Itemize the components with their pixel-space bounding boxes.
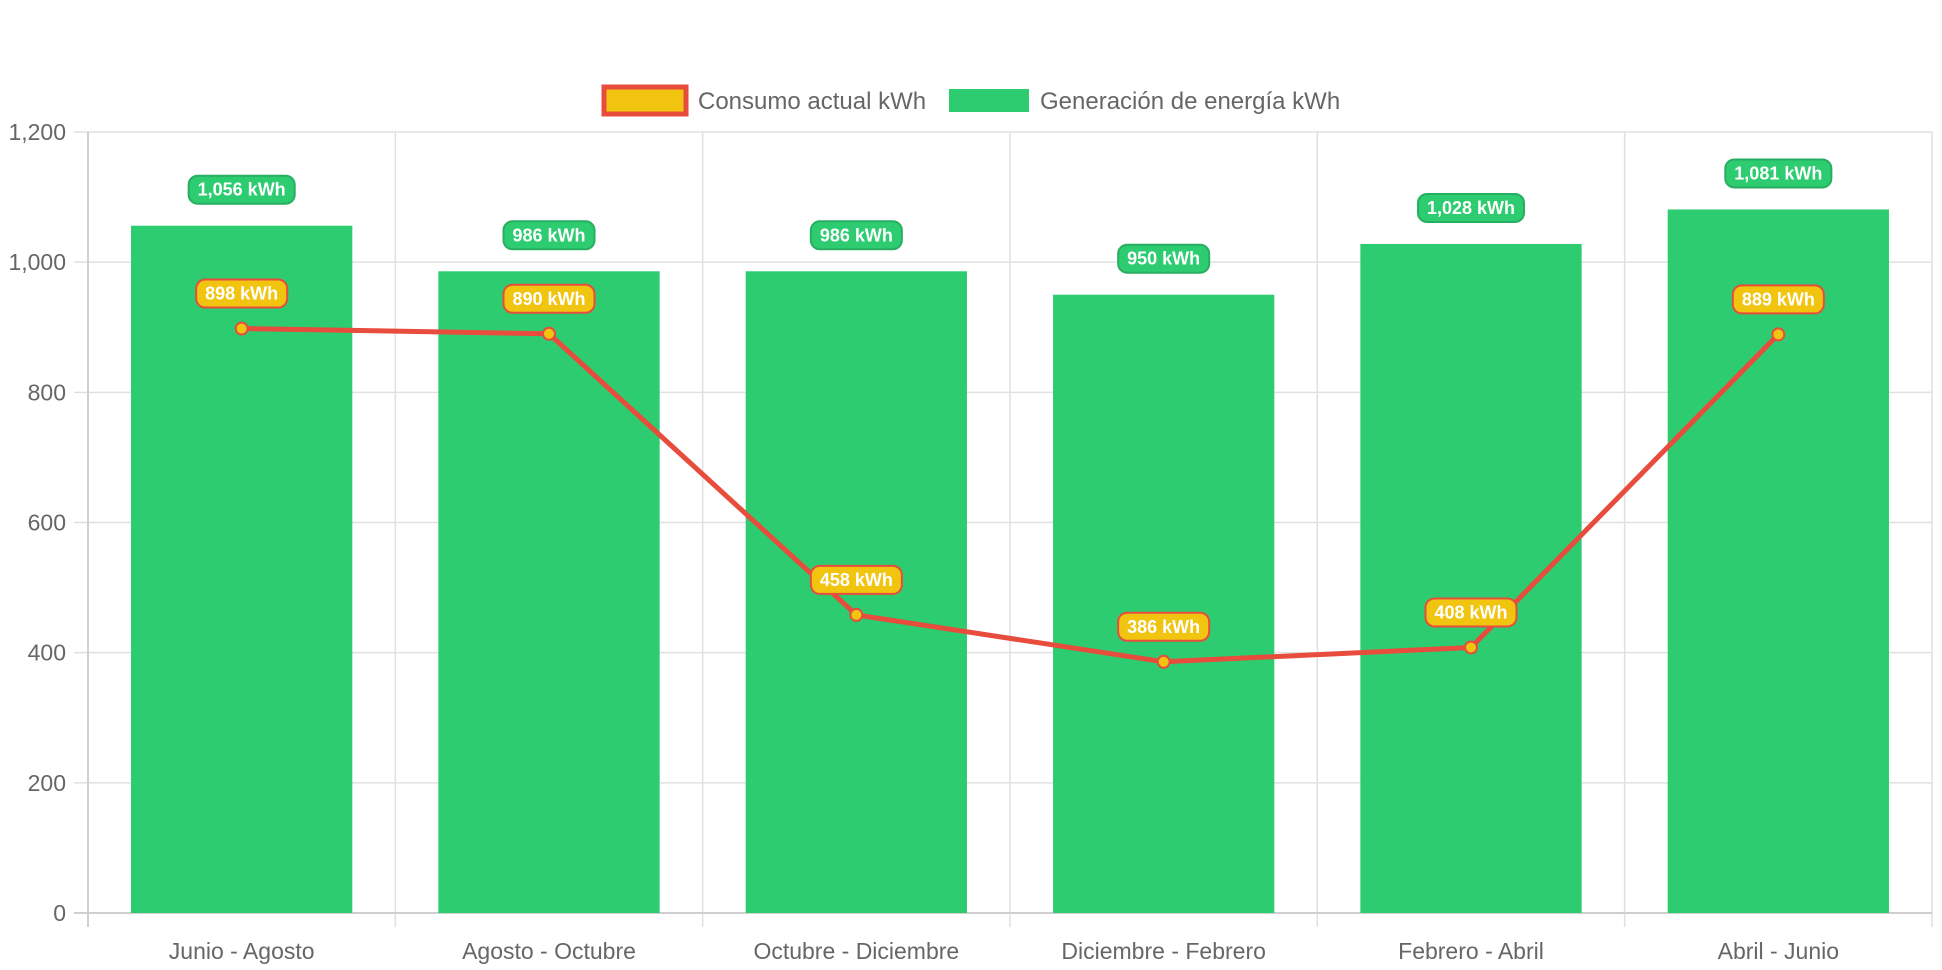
y-tick-label: 400 [28, 640, 66, 666]
bar-value-label-bg [809, 220, 903, 251]
line-value-label: 889 kWh [1731, 284, 1825, 315]
line-value-label-bg [1117, 611, 1211, 642]
consumo-line-path [241, 326, 1781, 665]
line-value-label: 458 kWh [809, 564, 903, 595]
legend-swatch-generacion [949, 89, 1029, 112]
bar-labels: 1,056 kWh 986 kWh 986 kWh 950 kWh 1,028 kWh 1… [187, 158, 1833, 274]
bar [131, 225, 353, 914]
bar-value-label: 986 kWh [809, 220, 903, 251]
bar-value-label: 1,056 kWh [187, 174, 296, 205]
bar-value-label-text: 1,081 kWh [1734, 163, 1822, 183]
bar [1360, 243, 1582, 913]
x-axis: Junio - Agosto Agosto - Octubre Octubre - … [169, 938, 1839, 964]
bar-value-label: 1,081 kWh [1724, 158, 1833, 189]
legend-label-generacion: Generación de energía kWh [1040, 88, 1340, 115]
bar-value-label-text: 1,028 kWh [1427, 198, 1515, 218]
y-tick-label: 200 [28, 770, 66, 796]
line-point [1464, 640, 1478, 655]
x-tick-label: Junio - Agosto [169, 938, 315, 964]
y-tick-label: 0 [53, 900, 66, 926]
bar-value-label-bg [1724, 158, 1833, 189]
bar-value-label-text: 950 kWh [1127, 249, 1200, 269]
grid [74, 131, 1933, 927]
bar [1053, 294, 1275, 913]
legend[interactable]: Consumo actual kWh Generación de energía… [601, 84, 1340, 117]
bar-value-label: 1,028 kWh [1416, 192, 1526, 223]
line-value-label-text: 898 kWh [205, 284, 278, 304]
line-value-label: 898 kWh [195, 278, 289, 309]
y-tick-label: 1,000 [8, 249, 66, 275]
x-tick-label: Agosto - Octubre [462, 938, 636, 964]
consumo-line [234, 321, 1786, 669]
line-value-label-bg [195, 278, 289, 309]
line-value-label-text: 386 kWh [1127, 617, 1200, 637]
line-value-label-text: 458 kWh [820, 570, 893, 590]
x-tick-label: Diciembre - Febrero [1061, 938, 1266, 964]
bar-value-label-bg [1117, 243, 1211, 274]
bar [438, 271, 660, 913]
bar-value-label: 986 kWh [502, 220, 596, 251]
y-axis: 0 200 400 600 800 1,000 1,200 [8, 119, 66, 926]
line-point [542, 326, 556, 341]
line-value-label-bg [1731, 284, 1825, 315]
line-value-label: 408 kWh [1424, 597, 1518, 628]
line-value-label: 386 kWh [1117, 611, 1211, 642]
legend-label-consumo: Consumo actual kWh [698, 88, 926, 115]
line-value-label-text: 890 kWh [512, 289, 585, 309]
line-point [849, 607, 864, 622]
legend-swatch-consumo [601, 84, 689, 117]
bar-value-label-bg [1416, 192, 1526, 223]
line-value-label-text: 889 kWh [1742, 289, 1815, 309]
bar [1667, 209, 1889, 914]
bar-value-label-text: 1,056 kWh [198, 180, 286, 200]
line-value-label: 890 kWh [502, 283, 596, 314]
y-tick-label: 1,200 [8, 119, 66, 145]
y-tick-label: 600 [28, 510, 66, 536]
bar-value-label: 950 kWh [1117, 243, 1211, 274]
x-tick-label: Febrero - Abril [1398, 938, 1544, 964]
bar-value-label-bg [502, 220, 596, 251]
line-labels: 898 kWh 890 kWh 458 kWh 386 kWh 408 kWh 889 k… [195, 278, 1825, 642]
bar-value-label-text: 986 kWh [512, 225, 585, 245]
bar-value-label-text: 986 kWh [820, 225, 893, 245]
line-value-label-bg [1424, 597, 1518, 628]
bar-value-label-bg [187, 174, 296, 205]
y-tick-label: 800 [28, 379, 66, 405]
line-value-label-text: 408 kWh [1434, 602, 1507, 622]
line-point [1156, 654, 1171, 669]
line-value-label-bg [502, 283, 596, 314]
line-point [234, 321, 249, 336]
legend-item-generacion[interactable]: Generación de energía kWh [949, 88, 1340, 115]
bars [131, 209, 1889, 914]
legend-item-consumo[interactable]: Consumo actual kWh [601, 84, 926, 117]
line-value-label-bg [809, 564, 903, 595]
x-tick-label: Abril - Junio [1718, 938, 1839, 964]
line-point [1771, 327, 1786, 342]
x-tick-label: Octubre - Diciembre [753, 938, 959, 964]
